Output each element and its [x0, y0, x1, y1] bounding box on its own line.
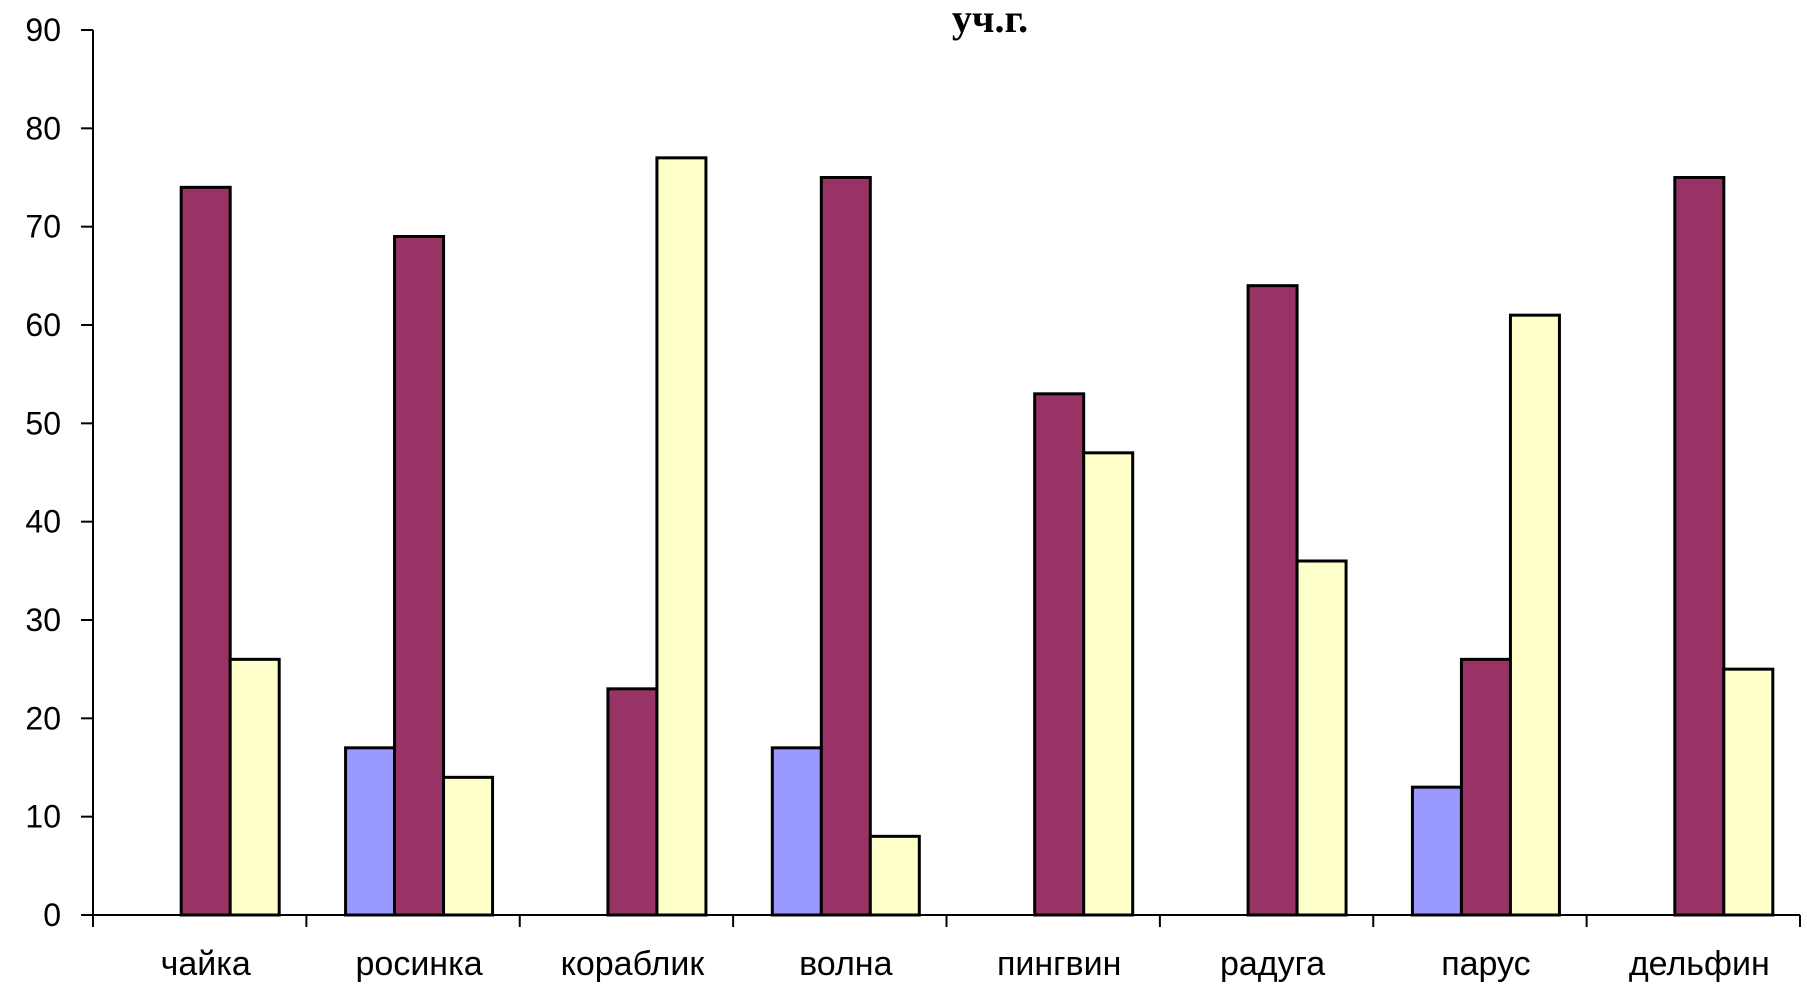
- x-tick-label: дельфин: [1629, 945, 1770, 983]
- x-tick-label: росинка: [356, 945, 483, 983]
- y-tick-label: 90: [25, 12, 61, 48]
- y-tick-label: 20: [25, 700, 61, 736]
- x-tick-label: кораблик: [561, 945, 706, 983]
- x-tick-label: парус: [1441, 945, 1530, 983]
- bar: [1673, 176, 1726, 917]
- bars-group: [179, 156, 1775, 917]
- y-tick-label: 60: [25, 307, 61, 343]
- y-tick-label: 50: [25, 405, 61, 441]
- bar: [228, 657, 281, 917]
- bar: [344, 746, 397, 917]
- bar: [179, 185, 232, 917]
- bar: [819, 176, 872, 917]
- y-tick-label: 30: [25, 602, 61, 638]
- bar: [393, 235, 446, 917]
- bar: [606, 687, 659, 917]
- bar: [1722, 667, 1775, 917]
- bar: [1295, 559, 1348, 917]
- axes-group: 0 10 20 30 40 50 60 70 80 90 чайка росинка кораблик в…: [25, 12, 1801, 983]
- y-tick-label: 10: [25, 799, 61, 835]
- y-tick-label: 40: [25, 504, 61, 540]
- chart-title: уч.г.: [952, 0, 1028, 41]
- bar: [868, 834, 921, 917]
- bar: [1508, 313, 1561, 917]
- bar: [1459, 657, 1512, 917]
- bar: [1082, 451, 1135, 917]
- x-tick-label: волна: [799, 945, 892, 983]
- x-tick-label: чайка: [161, 945, 251, 983]
- bar: [655, 156, 708, 917]
- y-tick-label: 0: [43, 897, 61, 933]
- y-tick-label: 70: [25, 209, 61, 245]
- bar: [1410, 785, 1463, 917]
- bar: [442, 775, 495, 917]
- x-tick-label: пингвин: [997, 945, 1121, 983]
- y-tick-label: 80: [25, 110, 61, 146]
- bar: [1246, 284, 1299, 917]
- bar: [1033, 392, 1086, 917]
- x-tick-label: радуга: [1220, 945, 1325, 983]
- bar: [770, 746, 823, 917]
